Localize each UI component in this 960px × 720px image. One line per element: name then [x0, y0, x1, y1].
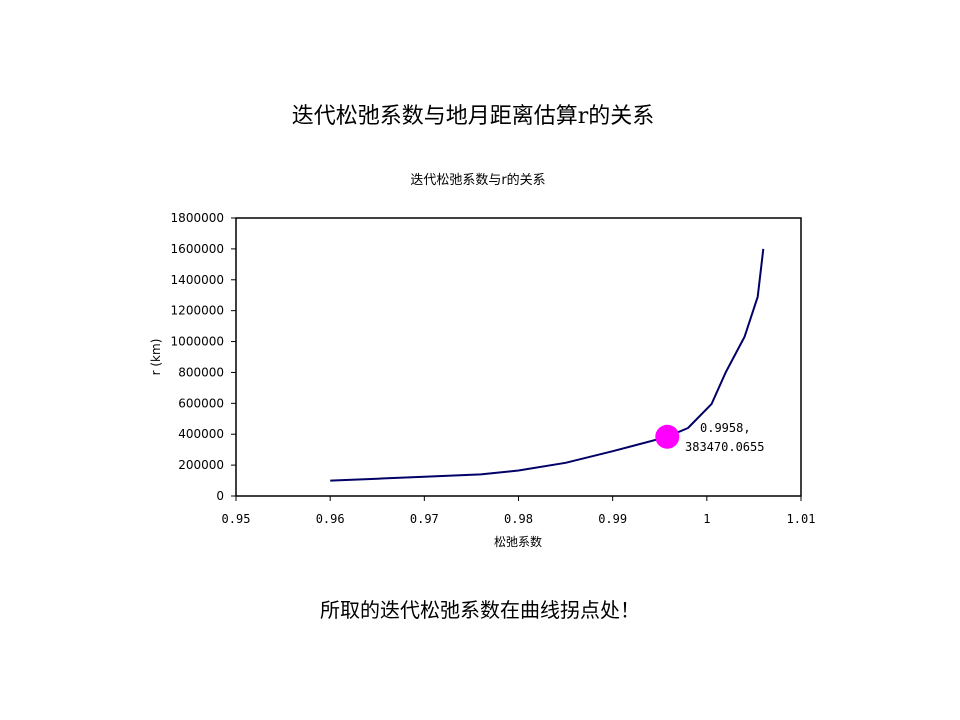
y-axis: 0 200000 400000 600000 800000 1000000 1200000 1… [171, 211, 236, 503]
y-tick-label: 1600000 [171, 242, 224, 256]
chart-title: 迭代松弛系数与r的关系 [410, 172, 545, 188]
y-tick-label: 1000000 [171, 335, 224, 349]
y-tick-label: 600000 [178, 396, 224, 410]
y-tick-label: 200000 [178, 458, 224, 472]
x-tick-label: 0.97 [410, 512, 439, 526]
y-tick-label: 1800000 [171, 211, 224, 225]
x-axis: 0.95 0.96 0.97 0.98 0.99 1 1.01 [222, 496, 816, 526]
highlight-label-line1: 0.9958, [700, 421, 751, 435]
y-tick-label: 800000 [178, 365, 224, 379]
x-tick-label: 0.99 [598, 512, 627, 526]
series-layer [330, 248, 765, 482]
slide-footer-note: 所取的迭代松弛系数在曲线拐点处！ [320, 598, 640, 622]
plot-area [235, 217, 802, 497]
slide-title: 迭代松弛系数与地月距离估算r的关系 [291, 104, 655, 129]
x-tick-label: 0.98 [504, 512, 533, 526]
y-tick-label: 0 [216, 489, 224, 503]
x-tick-label: 1.01 [787, 512, 816, 526]
y-axis-label: r (km) [149, 339, 163, 376]
series-line [330, 248, 765, 482]
y-tick-label: 1400000 [171, 273, 224, 287]
x-axis-label: 松弛系数 [494, 534, 542, 549]
x-tick-label: 0.96 [316, 512, 345, 526]
y-tick-label: 400000 [178, 427, 224, 441]
x-tick-label: 1 [703, 512, 710, 526]
highlight-point-marker [655, 424, 680, 449]
y-tick-label: 1200000 [171, 304, 224, 318]
x-tick-label: 0.95 [222, 512, 251, 526]
highlight-label-line2: 383470.0655 [685, 440, 764, 454]
